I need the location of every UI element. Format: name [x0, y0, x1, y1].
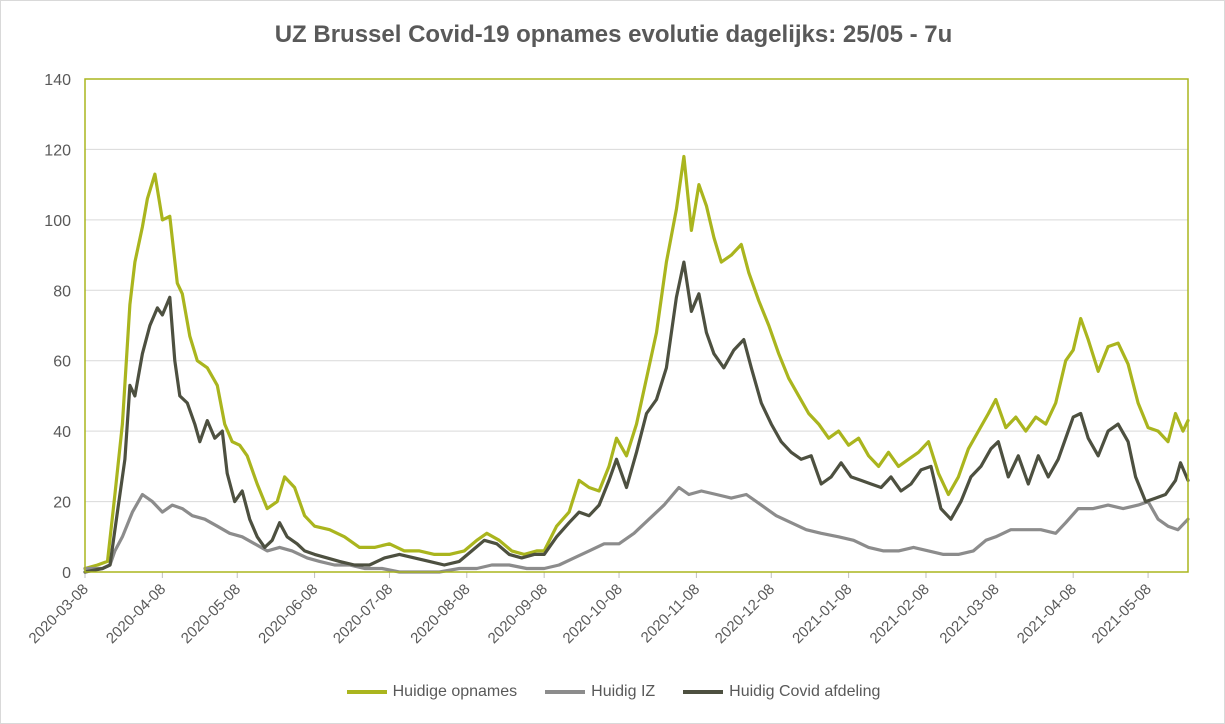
gridlines	[85, 78, 1188, 573]
series-line-1	[83, 485, 1190, 574]
legend-item: Huidig IZ	[545, 683, 655, 701]
legend-item: Huidige opnames	[346, 683, 518, 701]
plot-area-border	[84, 78, 1189, 573]
x-axis-ticks: 2020-03-08 2020-04-08 2020-05-08 2020-06-08…	[26, 572, 1155, 647]
series-line-2	[83, 260, 1190, 574]
x-tick-label: 2020-04-08	[103, 581, 169, 647]
x-tick-label: 2020-07-08	[330, 581, 396, 647]
legend-swatch	[346, 690, 387, 694]
legend-label: Huidig Covid afdeling	[729, 683, 881, 700]
x-tick-label: 2021-05-08	[1089, 581, 1155, 647]
x-tick-label: 2020-10-08	[560, 581, 626, 647]
y-tick-label: 40	[53, 424, 71, 441]
y-tick-label: 20	[53, 495, 71, 512]
y-tick-label: 140	[44, 72, 71, 89]
x-tick-label: 2020-12-08	[712, 581, 778, 647]
x-tick-label: 2021-03-08	[936, 581, 1002, 647]
x-tick-label: 2020-11-08	[638, 581, 703, 646]
x-tick-label: 2020-06-08	[255, 581, 321, 647]
y-tick-label: 120	[44, 142, 71, 159]
x-tick-label: 2021-04-08	[1014, 581, 1080, 647]
x-tick-label: 2020-03-08	[26, 581, 92, 647]
legend-swatch	[545, 690, 586, 694]
y-tick-label: 0	[62, 565, 71, 582]
legend-swatch	[683, 690, 724, 694]
legend-item: Huidig Covid afdeling	[683, 683, 880, 701]
x-tick-label: 2020-09-08	[485, 581, 551, 647]
x-tick-label: 2021-02-08	[867, 581, 933, 647]
series-lines	[83, 154, 1190, 574]
x-tick-label: 2021-01-08	[789, 581, 855, 647]
y-tick-label: 100	[44, 213, 71, 230]
x-tick-label: 2020-08-08	[407, 581, 473, 647]
chart-title: UZ Brussel Covid-19 opnames evolutie dag…	[274, 21, 953, 48]
y-tick-label: 80	[53, 283, 71, 300]
legend-label: Huidige opnames	[392, 683, 518, 700]
y-axis-ticks: 0 20 40 60 80 100 120 140	[44, 72, 71, 582]
legend-label: Huidig IZ	[591, 683, 656, 700]
x-tick-label: 2020-05-08	[178, 581, 244, 647]
series-line-0	[83, 154, 1190, 571]
y-tick-label: 60	[53, 354, 71, 371]
legend: Huidige opnames Huidig IZ Huidig Covid afd…	[1, 683, 1225, 701]
